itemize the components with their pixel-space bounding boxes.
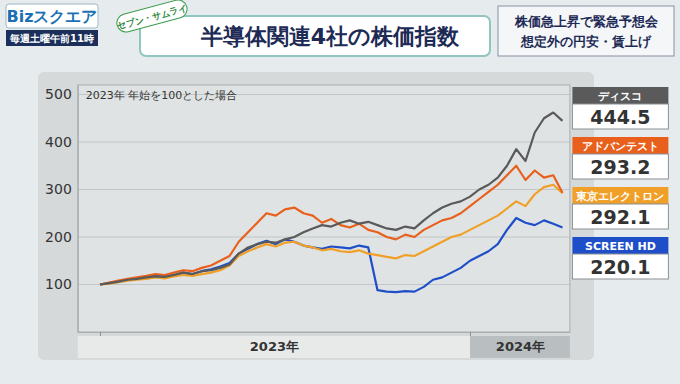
schedule: 毎週土曜午前11時 — [9, 33, 94, 44]
grid — [78, 95, 570, 285]
title-banner — [140, 16, 490, 56]
legend-label: アドバンテスト — [582, 140, 659, 153]
y-tick-label: 400 — [45, 134, 72, 150]
legend-swatch — [572, 137, 668, 154]
plot-frame — [78, 85, 570, 332]
x-tick-label: 2024年 — [496, 339, 545, 354]
y-tick: 400 — [45, 134, 78, 150]
headline: 想定外の円安・賃上げ — [520, 34, 652, 49]
background — [0, 0, 680, 384]
headline-box — [498, 6, 674, 56]
legend-value: 292.1 — [590, 206, 650, 228]
series-line — [100, 185, 563, 285]
legend-swatch — [572, 187, 668, 204]
subtitle: 2023年 年始を100とした場合 — [86, 89, 238, 102]
series-line — [100, 218, 563, 292]
y-tick-label: 300 — [45, 181, 72, 197]
series-line — [100, 113, 563, 285]
x-axis: 2023年 2024年 — [78, 332, 570, 354]
legend-label: SCREEN HD — [585, 240, 656, 253]
series-line — [100, 166, 563, 285]
x-tick: 2024年 — [471, 332, 546, 354]
legend-value-box — [572, 104, 668, 129]
legend-value: 220.1 — [590, 256, 650, 278]
chart-panel — [38, 72, 594, 360]
legend-swatch — [572, 237, 668, 254]
legend-value-box — [572, 204, 668, 229]
grid-line — [78, 237, 570, 238]
x-tick-mark — [100, 332, 101, 336]
schedule-box — [6, 30, 98, 46]
y-tick: 100 — [45, 276, 78, 292]
y-axis-line — [78, 86, 79, 333]
badge: セブン・サムライ — [115, 0, 189, 34]
y-tick-label: 100 — [45, 276, 72, 292]
grid-line — [78, 142, 570, 143]
legend-label: 東京エレクトロン — [575, 190, 664, 203]
logo: Bizスクエア — [7, 7, 98, 26]
legend-value-box — [572, 254, 668, 279]
y-tick: 300 — [45, 181, 78, 197]
legend-value: 444.5 — [590, 106, 650, 128]
headline: 株価急上昇で緊急予想会 — [514, 14, 659, 29]
y-tick-label: 200 — [45, 229, 72, 245]
legend-label: ディスコ — [598, 90, 642, 103]
lines — [100, 113, 563, 293]
y-axis: 100 200 300 400 500 — [45, 86, 78, 333]
chart-title: 半導体関連4社の株価指数 — [200, 24, 460, 49]
year-band — [470, 336, 570, 358]
badge-text: セブン・サムライ — [116, 3, 188, 31]
y-tick-label: 500 — [45, 86, 72, 102]
legend-value: 293.2 — [590, 156, 650, 178]
plot-background — [78, 85, 570, 332]
badge-box — [115, 0, 189, 34]
x-tick: 2023年 — [101, 332, 299, 354]
screen: Bizスクエア毎週土曜午前11時 半導体関連4社の株価指数セブン・サムライ 株価急上… — [0, 0, 680, 384]
grid-line — [78, 189, 570, 190]
logo-box — [6, 4, 98, 28]
x-axis-line — [78, 332, 570, 333]
x-tick-label: 2023年 — [250, 339, 299, 354]
legend-swatch — [572, 87, 668, 104]
y-tick: 500 — [45, 86, 78, 102]
x-tick-mark — [470, 332, 471, 336]
legend-value-box — [572, 154, 668, 179]
grid-line — [78, 284, 570, 285]
year-band — [78, 336, 470, 358]
legend: ディスコ 444.5 アドバンテスト 293.2 東京エレクトロン 292.1 SCREEN… — [572, 87, 668, 279]
y-tick: 200 — [45, 229, 78, 245]
